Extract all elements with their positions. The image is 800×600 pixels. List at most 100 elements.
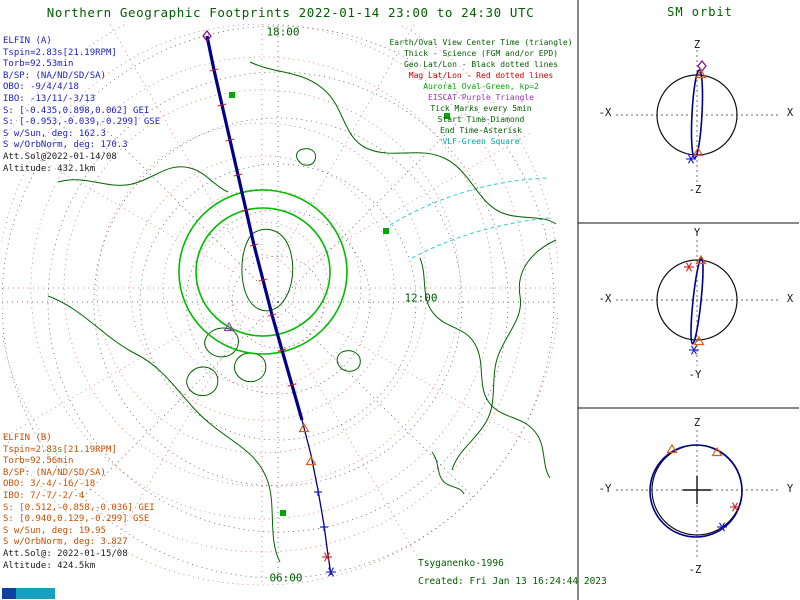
- asterisk-marker: [328, 567, 334, 577]
- mag-grid-spoke: [278, 24, 415, 260]
- elfin-b-line: Att.Sol@: 2022-01-15/08: [3, 548, 128, 559]
- coastline: [336, 350, 361, 372]
- coastline: [249, 61, 557, 225]
- legend-line: End Time-Asterisk: [440, 126, 522, 135]
- track-tick: [267, 313, 277, 317]
- logo-strip-accent: [2, 588, 16, 599]
- mag-grid-spoke: [2, 137, 234, 272]
- coastline: [47, 295, 281, 563]
- asterisk-marker: [686, 262, 692, 272]
- elfin-a-line: Tspin=2.83s[21.19RPM]: [3, 47, 117, 58]
- elfin-b-line: Tspin=2.83s[21.19RPM]: [3, 444, 117, 455]
- mag-grid-circle: [195, 221, 329, 355]
- elfin-a-line: S: [-0.435,0.898,0.062] GEI: [3, 105, 150, 116]
- elfin-a-line: S: [-0.953,-0.039,-0.299] GSE: [3, 117, 161, 128]
- asterisk-marker: [688, 154, 694, 164]
- orbit-circle: [649, 444, 743, 538]
- legend-line: Start Time-Diamond: [437, 115, 525, 124]
- footprint-track: [301, 419, 332, 576]
- track-tick: [209, 68, 219, 72]
- legend-line: VLF-Green Square: [442, 137, 520, 146]
- triangle-marker: [695, 254, 707, 265]
- triangle-marker: [711, 446, 723, 457]
- triangle-marker: [666, 443, 678, 454]
- coastline: [233, 352, 267, 383]
- model-credit: Tsyganenko-1996: [418, 558, 504, 569]
- elfin-a-line: S w/OrbNorm, deg: 170.3: [3, 140, 128, 151]
- elfin-b-line: S w/Sun, deg: 19.95: [3, 525, 106, 536]
- asterisk-marker: [719, 522, 725, 532]
- mag-grid-spoke: [278, 316, 418, 557]
- legend-line: Mag Lat/Lon - Red dotted lines: [408, 71, 554, 80]
- vlf-square: [229, 92, 235, 98]
- footprint-track-science: [205, 35, 304, 421]
- triangle-marker: [693, 335, 705, 346]
- coastline: [451, 239, 557, 471]
- elfin-b-line: B/SP: (NA/ND/SD/SA): [3, 467, 106, 478]
- coastline: [431, 451, 465, 495]
- mag-grid-spoke: [290, 132, 531, 272]
- elfin-a-line: OBO: -9/4/4/18: [3, 82, 79, 93]
- asterisk-marker: [691, 345, 697, 355]
- geo-grid-spoke: [277, 301, 474, 498]
- asterisk-marker: [324, 552, 330, 562]
- terminator-arc: [389, 177, 549, 226]
- legend-line: Earth/Oval View Center Time (triangle): [389, 38, 573, 47]
- elfin-b-line: Torb=92.56min: [3, 456, 74, 467]
- mag-grid-circle: [129, 155, 395, 421]
- auroral-oval-outer: [178, 189, 348, 355]
- track-tick: [277, 348, 287, 352]
- legend-line: EISCAT-Purple Triangle: [428, 93, 534, 102]
- elfin-a-info-block: ELFIN (A) Tspin=2.83s[21.19RPM] Torb=92.53…: [3, 36, 160, 175]
- elfin-b-line: OBO: 3/-4/-16/-18: [3, 479, 96, 490]
- coastline: [419, 257, 551, 479]
- geo-grid-spoke: [277, 106, 474, 303]
- coastline: [57, 166, 229, 193]
- sm-orbit-title: SM orbit: [667, 5, 733, 19]
- track-tick: [233, 173, 243, 177]
- asterisk-marker: [732, 502, 738, 512]
- diamond-marker: [202, 30, 212, 42]
- elfin-b-line: ELFIN (B): [3, 433, 52, 443]
- geo-grid-circle: [185, 209, 371, 395]
- track-tick: [241, 208, 251, 212]
- vlf-square: [280, 510, 286, 516]
- geo-grid-circle: [139, 163, 417, 441]
- triangle-marker: [298, 422, 310, 433]
- elfin-a-line: B/SP: (NA/ND/SD/SA): [3, 70, 106, 81]
- coastline: [186, 366, 219, 397]
- elfin-b-info-block: ELFIN (B) Tspin=2.83s[21.19RPM] Torb=92.56…: [3, 433, 155, 572]
- elfin-a-line: ELFIN (A): [3, 36, 52, 46]
- mag-grid-spoke: [106, 316, 246, 557]
- geo-grid-spoke: [82, 106, 279, 303]
- elfin-a-line: IBO: -13/11/-3/13: [3, 93, 96, 104]
- geo-grid-circle: [93, 117, 463, 487]
- created-timestamp: Created: Fri Jan 13 16:24:44 2023: [418, 576, 607, 587]
- vlf-square: [444, 113, 450, 119]
- coastline: [241, 228, 294, 312]
- triangle-marker: [692, 146, 704, 157]
- mag-grid-spoke: [109, 24, 246, 260]
- track-tick: [249, 243, 259, 247]
- orbit-ellipse: [690, 257, 704, 345]
- orbit-ellipse: [690, 69, 704, 159]
- triangle-marker: [223, 321, 235, 332]
- auroral-oval-inner: [195, 207, 331, 337]
- elfin-b-line: Altitude: 424.5km: [3, 560, 96, 571]
- track-tick: [258, 278, 268, 282]
- track-tick: [217, 103, 227, 107]
- terminator-arc: [411, 217, 551, 259]
- track-tick: [225, 138, 235, 142]
- triangle-marker: [305, 455, 317, 466]
- elfin-b-line: S w/OrbNorm, deg: 3.827: [3, 537, 128, 548]
- elfin-b-line: S: [0.512,-0.858,-0.036] GEI: [3, 502, 155, 513]
- legend-line: Geo Lat/Lon - Black dotted lines: [403, 60, 559, 69]
- elfin-a-line: Torb=92.53min: [3, 59, 74, 70]
- vlf-square: [383, 228, 389, 234]
- elfin-a-line: Altitude: 432.1km: [3, 163, 96, 174]
- elfin-a-line: S w/Sun, deg: 162.3: [3, 128, 106, 139]
- elfin-a-line: Att.Sol@2022-01-14/08: [3, 151, 117, 162]
- coastline: [296, 148, 317, 166]
